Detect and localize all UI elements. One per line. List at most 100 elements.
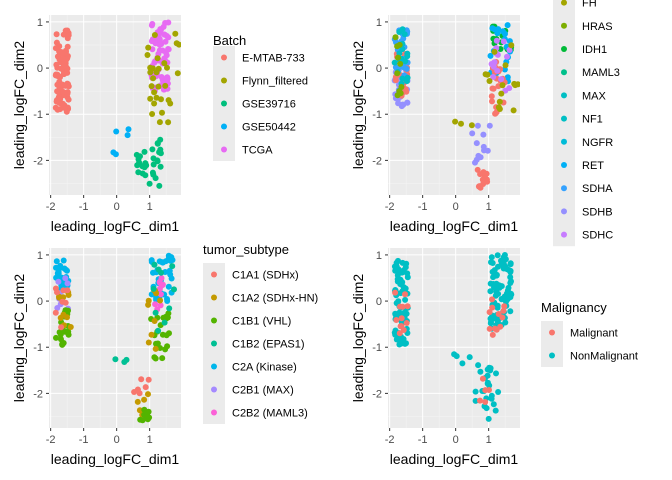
data-point	[169, 263, 176, 270]
data-point	[53, 31, 60, 38]
data-point	[484, 379, 491, 386]
data-point	[453, 353, 460, 360]
legend-label: GSE39716	[242, 99, 296, 111]
data-point	[145, 376, 152, 383]
data-point	[54, 305, 61, 311]
legend-label: MAML3	[582, 67, 620, 79]
legend-label: C1B2 (EPAS1)	[232, 339, 305, 351]
data-point	[486, 78, 493, 84]
data-point	[490, 85, 497, 92]
data-point	[161, 60, 168, 67]
data-point	[151, 261, 158, 268]
data-point	[474, 122, 481, 129]
data-point	[484, 71, 491, 78]
data-point	[136, 159, 143, 166]
data-point	[499, 257, 506, 263]
data-point	[61, 265, 68, 272]
data-point	[477, 397, 483, 404]
legend-swatch	[561, 138, 567, 145]
data-point	[392, 34, 399, 41]
x-tick-label: 0	[453, 434, 459, 446]
data-point	[65, 32, 72, 39]
data-point	[404, 50, 411, 57]
data-point	[158, 96, 164, 103]
legend-swatch	[211, 409, 217, 416]
data-point	[176, 41, 181, 48]
data-point	[486, 309, 493, 316]
legend-swatch	[561, 22, 567, 29]
data-point	[145, 301, 152, 308]
data-point	[174, 70, 181, 77]
data-point	[134, 398, 141, 405]
legend-3: tumor_subtype C1A1 (SDHx) C1A2 (SDHx-HN) C1…	[203, 242, 318, 424]
data-point	[393, 317, 400, 323]
data-point	[121, 359, 128, 365]
data-point	[486, 325, 493, 332]
data-point	[56, 329, 63, 336]
data-point	[502, 263, 509, 270]
panel-1: -2 -1 0 1 1 0 -1 -2 leading_logFC_dim1 leading_lo…	[11, 15, 181, 234]
data-point	[135, 169, 142, 176]
data-point	[490, 401, 497, 408]
data-point	[166, 305, 173, 312]
legend-swatch	[561, 46, 567, 52]
legend-swatch	[211, 340, 217, 347]
data-point	[399, 75, 406, 82]
legend-swatch	[561, 92, 567, 99]
data-point	[496, 98, 503, 105]
legend-swatch	[211, 271, 217, 278]
data-point	[514, 81, 520, 88]
data-point	[398, 315, 405, 322]
data-point	[52, 45, 59, 52]
data-point	[141, 148, 148, 155]
data-point	[395, 298, 402, 305]
data-point	[484, 178, 491, 185]
data-point	[60, 55, 67, 62]
data-point	[159, 355, 166, 362]
data-point	[149, 65, 156, 72]
data-point	[479, 375, 486, 382]
legend-swatch	[561, 162, 567, 168]
data-point	[498, 90, 505, 97]
data-point	[65, 331, 72, 338]
data-point	[164, 343, 171, 350]
data-point	[62, 299, 69, 306]
data-point	[164, 314, 171, 321]
data-point	[475, 362, 482, 369]
data-point	[145, 339, 152, 346]
data-point	[486, 122, 493, 129]
data-point	[65, 307, 71, 314]
data-point	[162, 82, 169, 89]
data-point	[507, 308, 514, 315]
data-point	[392, 289, 399, 296]
data-point	[59, 341, 66, 347]
data-point	[494, 304, 501, 311]
y-tick-label: 0	[376, 296, 382, 308]
data-point	[487, 288, 494, 295]
y-axis-title: leading_logFC_dim2	[11, 41, 27, 170]
legend-label: Malignant	[570, 328, 618, 340]
x-tick-label: 1	[486, 201, 492, 213]
x-tick-label: -1	[418, 201, 428, 213]
data-point	[404, 74, 411, 81]
legend-1: Batch E-MTAB-733 Flynn_filtered GSE39716 GSE…	[213, 33, 308, 161]
data-point	[402, 291, 408, 298]
data-point	[396, 330, 403, 337]
data-point	[402, 58, 409, 65]
data-point	[154, 340, 161, 347]
data-point	[507, 261, 514, 268]
data-point	[491, 284, 497, 291]
data-point	[157, 163, 164, 170]
y-tick-label: 1	[376, 17, 382, 29]
data-point	[151, 100, 158, 107]
legend-swatch	[549, 329, 555, 336]
data-point	[489, 296, 495, 303]
legend-label: C2B2 (MAML3)	[232, 408, 308, 420]
data-point	[152, 345, 159, 352]
data-point	[493, 271, 500, 278]
data-point	[53, 258, 60, 265]
data-point	[488, 395, 495, 402]
data-point	[155, 83, 162, 90]
panel-2: -2 -1 0 1 1 0 -1 -2 leading_logFC_dim1 leading_lo…	[350, 15, 520, 234]
data-point	[490, 63, 497, 70]
